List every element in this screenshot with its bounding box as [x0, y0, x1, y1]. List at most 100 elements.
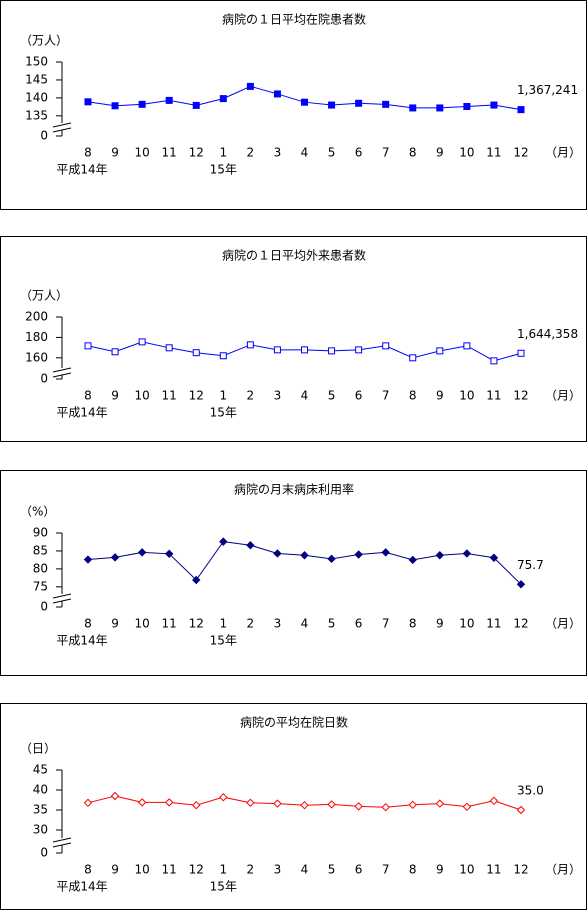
marker	[246, 82, 254, 90]
marker	[137, 798, 147, 807]
x-tick-label: 8	[84, 146, 92, 160]
x-tick-label: 7	[382, 389, 390, 403]
year-label: 平成14年	[56, 634, 107, 648]
marker	[219, 792, 228, 802]
x-tick-label: 1	[219, 617, 227, 631]
x-tick-label: 6	[355, 389, 363, 403]
marker	[355, 346, 363, 354]
marker	[327, 554, 336, 564]
value-label: 1,367,241	[517, 83, 578, 97]
x-tick-label: 9	[436, 863, 444, 877]
x-tick-label: 7	[382, 146, 390, 160]
x-tick-label: 10	[459, 389, 474, 403]
x-tick-label: 11	[486, 863, 501, 877]
x-tick-label: 11	[486, 146, 501, 160]
year-label: 平成14年	[56, 406, 107, 420]
chart-title: 病院の１日平均在院患者数	[222, 12, 366, 27]
marker	[355, 99, 363, 107]
x-tick-label: 11	[162, 863, 177, 877]
year-label: 15年	[210, 880, 237, 894]
marker	[463, 342, 471, 350]
x-tick-label: 8	[409, 863, 417, 877]
panel-frame	[0, 703, 587, 910]
marker	[111, 348, 119, 356]
x-tick-label: 5	[328, 146, 336, 160]
x-unit-label: （月）	[545, 146, 581, 160]
panel-frame	[0, 470, 587, 676]
marker	[490, 101, 498, 109]
x-tick-label: 11	[162, 146, 177, 160]
y-tick-label: 160	[25, 350, 48, 364]
axis-break	[52, 127, 72, 133]
year-label: 15年	[210, 406, 237, 420]
x-tick-label: 1	[219, 389, 227, 403]
marker	[517, 106, 525, 114]
x-tick-label: 12	[513, 863, 528, 877]
y-tick-label: 135	[25, 108, 48, 122]
x-tick-label: 5	[328, 389, 336, 403]
x-unit-label: （月）	[545, 389, 581, 403]
y-tick-label: 75	[33, 579, 48, 593]
marker	[435, 799, 445, 808]
x-unit-label: （月）	[545, 617, 581, 631]
axis-break	[52, 367, 72, 373]
x-tick-label: 12	[513, 146, 528, 160]
marker	[246, 540, 255, 550]
x-tick-label: 9	[436, 146, 444, 160]
y-unit-label: （日）	[20, 742, 56, 756]
y-tick-label: 180	[25, 330, 48, 344]
chart-title: 病院の月末病床利用率	[234, 482, 354, 497]
y-tick-label: 150	[25, 55, 48, 69]
y-tick-label: 30	[33, 823, 48, 837]
y-tick-label: 85	[33, 543, 48, 557]
marker	[381, 548, 390, 557]
marker	[409, 354, 417, 362]
x-tick-label: 10	[459, 617, 474, 631]
x-tick-label: 5	[328, 863, 336, 877]
chart-title: 病院の平均在院日数	[240, 715, 348, 730]
marker	[300, 551, 309, 560]
x-tick-label: 3	[274, 389, 282, 403]
x-tick-label: 8	[84, 389, 92, 403]
year-label: 平成14年	[56, 880, 107, 894]
marker	[354, 802, 363, 811]
marker	[381, 802, 390, 812]
marker	[273, 90, 281, 98]
axis-break	[52, 372, 72, 378]
axis-break	[52, 837, 72, 843]
marker	[138, 100, 146, 108]
value-label: 75.7	[517, 558, 544, 572]
y-tick-label: 140	[25, 90, 48, 104]
marker	[328, 347, 336, 355]
x-tick-label: 10	[134, 146, 149, 160]
marker	[219, 537, 228, 546]
x-tick-label: 1	[219, 863, 227, 877]
y-tick-label: 80	[33, 561, 48, 575]
x-tick-label: 12	[513, 617, 528, 631]
x-tick-label: 7	[382, 617, 390, 631]
x-tick-label: 5	[328, 617, 336, 631]
x-tick-label: 10	[134, 389, 149, 403]
marker	[273, 549, 282, 558]
marker	[246, 798, 255, 808]
marker	[219, 95, 227, 103]
y-unit-label: （%）	[20, 505, 55, 519]
marker	[219, 352, 227, 360]
x-tick-label: 12	[189, 863, 204, 877]
x-tick-label: 8	[409, 617, 417, 631]
x-tick-label: 3	[274, 863, 282, 877]
x-tick-label: 8	[84, 617, 92, 631]
year-label: 15年	[210, 634, 237, 648]
x-tick-label: 4	[301, 146, 309, 160]
x-tick-label: 12	[513, 389, 528, 403]
y-tick-label: 40	[33, 783, 48, 797]
marker	[489, 553, 499, 562]
x-tick-label: 7	[382, 863, 390, 877]
marker	[436, 347, 444, 355]
x-tick-label: 3	[274, 617, 282, 631]
x-tick-label: 9	[436, 389, 444, 403]
x-tick-label: 10	[459, 863, 474, 877]
x-tick-label: 11	[486, 389, 501, 403]
marker	[246, 341, 254, 349]
